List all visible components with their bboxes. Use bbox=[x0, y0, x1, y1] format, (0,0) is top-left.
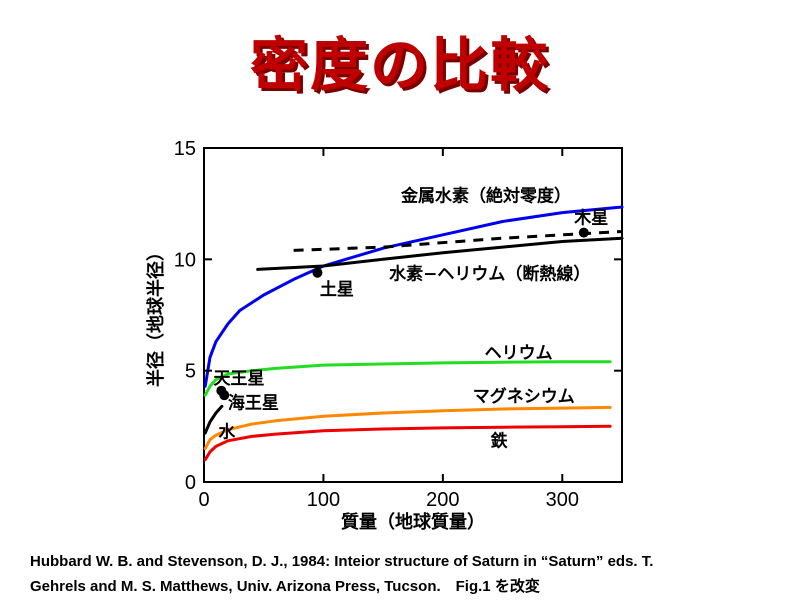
series-line-3 bbox=[203, 360, 612, 397]
series-line-1 bbox=[256, 236, 624, 271]
series-line-5 bbox=[203, 424, 612, 462]
curve-label: 鉄 bbox=[491, 430, 508, 451]
planet-label: 土星 bbox=[320, 279, 354, 300]
planet-point bbox=[312, 267, 323, 278]
slide-title: 密度の比較 bbox=[249, 31, 550, 99]
curve-label: 金属水素（絶対零度） bbox=[400, 185, 571, 206]
x-tick-label: 200 bbox=[426, 489, 459, 511]
y-tick-label: 15 bbox=[174, 138, 196, 160]
x-axis-label: 質量（地球質量） bbox=[341, 511, 485, 533]
x-tick-label: 100 bbox=[307, 489, 340, 511]
series-line-0 bbox=[203, 205, 624, 388]
caption-line-2: Gehrels and M. S. Matthews, Univ. Arizon… bbox=[30, 578, 540, 595]
series-line-2 bbox=[293, 230, 623, 252]
planet-point bbox=[578, 227, 589, 238]
series-line-6 bbox=[203, 404, 224, 435]
curve-label: 水素−ヘリウム（断熱線） bbox=[389, 263, 590, 284]
caption-line-1: Hubbard W. B. and Stevenson, D. J., 1984… bbox=[30, 553, 654, 570]
plot-area-frame bbox=[203, 147, 623, 483]
planet-label: 海王星 bbox=[228, 393, 279, 414]
curve-label: 水 bbox=[218, 421, 236, 442]
y-tick-label: 10 bbox=[174, 249, 196, 271]
curve-label: マグネシウム bbox=[473, 386, 575, 407]
planet-label: 天王星 bbox=[214, 369, 265, 389]
y-axis-label: 半径（地球半径） bbox=[145, 243, 167, 387]
series-line-4 bbox=[203, 405, 612, 451]
x-tick-label: 300 bbox=[546, 489, 579, 511]
curve-label: ヘリウム bbox=[485, 343, 553, 363]
y-tick-label: 0 bbox=[185, 472, 196, 494]
planet-label: 木星 bbox=[573, 208, 608, 229]
y-tick-label: 5 bbox=[185, 361, 196, 383]
x-tick-label: 0 bbox=[198, 489, 209, 511]
planet-point bbox=[219, 390, 230, 401]
